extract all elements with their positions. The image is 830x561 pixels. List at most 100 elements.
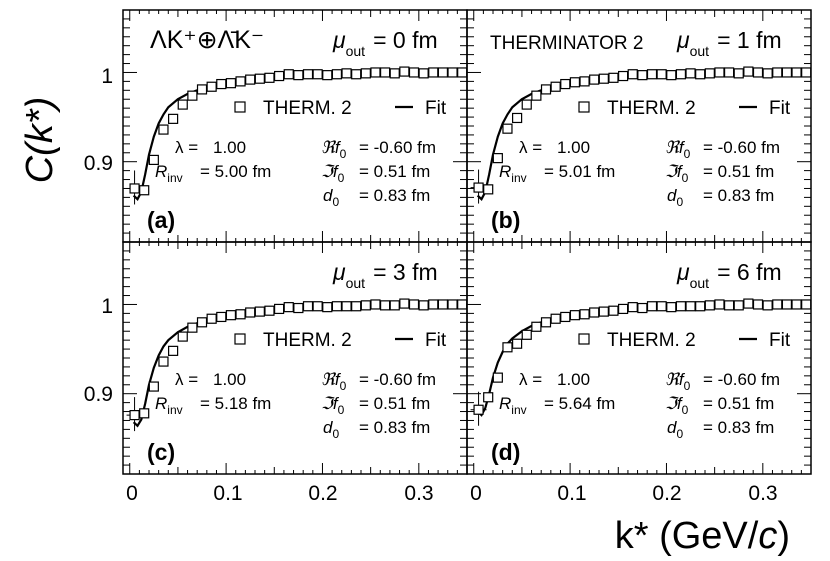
data-point bbox=[512, 112, 523, 124]
param-lambda: λ = bbox=[519, 138, 542, 157]
y-tick-label: 1 bbox=[101, 295, 113, 318]
panel-label: (c) bbox=[147, 439, 175, 465]
data-point bbox=[569, 310, 581, 321]
x-axis-title: k* (GeV/c) bbox=[615, 515, 790, 557]
data-point bbox=[637, 70, 648, 81]
data-point bbox=[129, 410, 140, 421]
data-point bbox=[302, 69, 314, 80]
data-point bbox=[360, 68, 371, 79]
data-point bbox=[187, 90, 198, 101]
data-point bbox=[379, 67, 391, 78]
data-point bbox=[389, 68, 400, 79]
param-d0-value: = 0.83 fm bbox=[703, 186, 774, 205]
x-axis-title-close: ) bbox=[777, 515, 790, 557]
panel-a: THERM. 2 Fit μout = 0 fm λ = 1.00 Rinv = 5.00 f… bbox=[122, 9, 468, 243]
data-point bbox=[235, 309, 246, 320]
data-point bbox=[560, 78, 571, 90]
param-d0: d0 bbox=[323, 418, 339, 441]
data-point bbox=[341, 301, 352, 312]
data-point bbox=[437, 67, 449, 78]
data-point bbox=[245, 307, 256, 318]
mu-out-label: μout = 1 fm bbox=[676, 27, 782, 59]
data-point bbox=[540, 317, 552, 328]
data-point bbox=[512, 338, 523, 349]
data-point bbox=[331, 301, 343, 312]
legend-fit-label: Fit bbox=[769, 330, 791, 351]
data-point bbox=[177, 99, 188, 110]
data-point bbox=[781, 67, 793, 78]
data-point bbox=[225, 310, 237, 321]
data-point bbox=[418, 300, 429, 311]
panel-label: (d) bbox=[491, 439, 520, 465]
data-point bbox=[283, 302, 294, 313]
data-point bbox=[560, 311, 571, 323]
data-point bbox=[714, 299, 725, 310]
data-point bbox=[704, 300, 715, 311]
y-tick-label: 1 bbox=[101, 65, 113, 88]
panel-d: THERM. 2 Fit μout = 6 fm λ = 1.00 Rinv = 5.64 f… bbox=[466, 241, 812, 475]
data-point bbox=[733, 300, 744, 311]
data-point bbox=[351, 301, 362, 312]
data-point bbox=[437, 299, 449, 310]
param-re-f0-value: = -0.60 fm bbox=[703, 138, 780, 157]
param-rinv-value: = 5.01 fm bbox=[544, 162, 615, 181]
data-point bbox=[447, 67, 458, 78]
data-point bbox=[752, 299, 764, 310]
legend-marker bbox=[234, 333, 246, 345]
data-point bbox=[370, 299, 381, 310]
data-point bbox=[389, 300, 400, 311]
data-point bbox=[762, 68, 773, 79]
data-point bbox=[168, 113, 179, 124]
data-point bbox=[492, 372, 503, 383]
data-point bbox=[312, 301, 323, 312]
data-point bbox=[637, 302, 648, 314]
data-point bbox=[801, 299, 812, 310]
param-rinv: Rinv bbox=[499, 394, 527, 417]
data-point bbox=[772, 299, 783, 310]
x-tick-label: 0.1 bbox=[213, 482, 242, 505]
data-point bbox=[521, 329, 532, 340]
data-point bbox=[608, 72, 619, 83]
data-point bbox=[646, 69, 658, 80]
data-point bbox=[762, 300, 773, 311]
data-point bbox=[264, 72, 275, 83]
system-label: ΛK⁺⊕Λ̄K⁻ bbox=[150, 26, 264, 54]
param-im-f0-value: = 0.51 fm bbox=[703, 394, 774, 413]
data-point bbox=[752, 67, 764, 78]
data-point bbox=[714, 67, 725, 78]
x-tick-label: 0.3 bbox=[748, 482, 777, 505]
data-point bbox=[791, 67, 802, 78]
param-lambda-value: 1.00 bbox=[213, 138, 246, 157]
data-point bbox=[540, 84, 552, 95]
data-point bbox=[322, 302, 333, 313]
data-point bbox=[695, 301, 706, 312]
data-point bbox=[254, 306, 265, 317]
data-point bbox=[447, 299, 458, 310]
data-point bbox=[168, 345, 179, 356]
data-point bbox=[598, 73, 609, 84]
data-point bbox=[283, 69, 294, 80]
param-d0-value: = 0.83 fm bbox=[359, 186, 430, 205]
param-rinv: Rinv bbox=[499, 162, 527, 185]
param-re-f0: ℜf0 bbox=[321, 370, 347, 393]
data-point bbox=[206, 81, 217, 92]
x-tick-label: 0.1 bbox=[557, 482, 586, 505]
data-point bbox=[206, 313, 217, 324]
legend-fit-label: Fit bbox=[769, 98, 791, 119]
data-point bbox=[302, 301, 314, 312]
param-re-f0-value: = -0.60 fm bbox=[703, 370, 780, 389]
legend-data-label: THERM. 2 bbox=[263, 330, 352, 351]
param-lambda-value: 1.00 bbox=[213, 370, 246, 389]
data-point bbox=[399, 298, 410, 309]
data-point bbox=[502, 123, 513, 134]
param-rinv-value: = 5.18 fm bbox=[200, 394, 271, 413]
data-point bbox=[743, 66, 754, 77]
legend-fit-label: Fit bbox=[425, 98, 447, 119]
param-im-f0: ℑf0 bbox=[665, 162, 689, 185]
data-point bbox=[245, 74, 256, 85]
param-im-f0: ℑf0 bbox=[665, 394, 689, 417]
data-point bbox=[685, 301, 696, 312]
data-point bbox=[293, 302, 304, 314]
data-point bbox=[148, 154, 159, 166]
